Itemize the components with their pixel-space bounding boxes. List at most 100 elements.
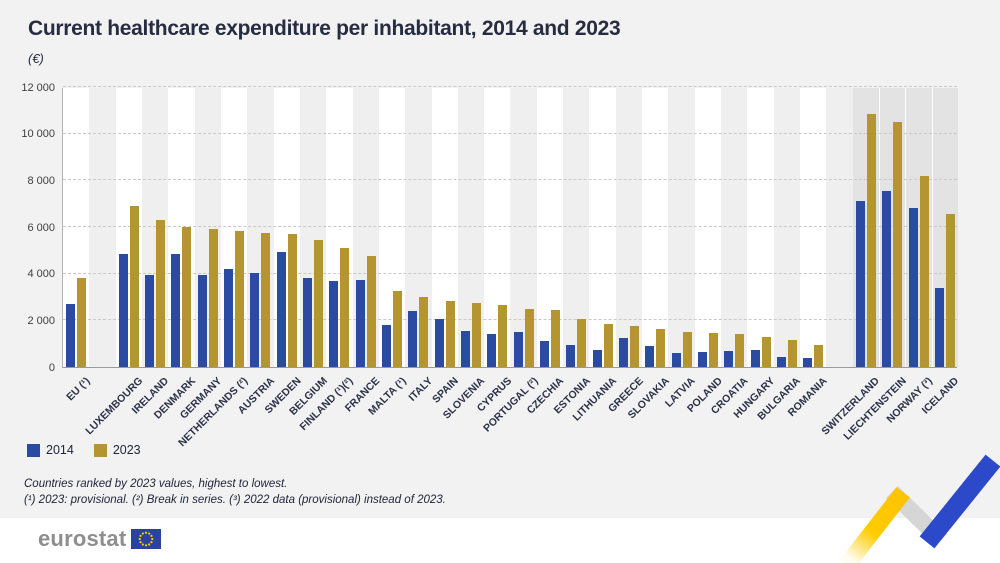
eu-flag-star xyxy=(142,543,145,546)
eu-flag-star xyxy=(145,544,148,547)
column-band xyxy=(747,88,774,367)
eu-flag-star xyxy=(150,541,153,544)
unit-label: (€) xyxy=(28,51,44,66)
footnote-ranking: Countries ranked by 2023 values, highest… xyxy=(24,478,288,490)
bar-2014-slovenia xyxy=(461,330,470,367)
ribbon-blue-segment xyxy=(919,454,1000,549)
column-band xyxy=(826,88,853,367)
gridline xyxy=(63,179,957,181)
bar-2014-switzerland xyxy=(855,201,865,367)
column-band xyxy=(721,88,748,367)
eu-flag-star xyxy=(139,534,143,537)
bar-2023-portugal xyxy=(524,308,534,367)
column-band xyxy=(615,88,643,367)
x-axis-label: EU (¹) xyxy=(64,375,93,404)
column-band xyxy=(642,88,669,367)
bar-2014-norway xyxy=(908,208,918,367)
bar-2023-poland xyxy=(708,333,718,367)
footnotes: Countries ranked by 2023 values, highest… xyxy=(24,476,446,508)
eu-flag-star xyxy=(148,543,151,546)
bar-2023-iceland xyxy=(945,214,955,367)
gridline xyxy=(63,226,957,227)
footer-bar xyxy=(0,518,1000,563)
eu-flag-star xyxy=(150,534,153,537)
bar-2023-estonia xyxy=(577,319,587,367)
bar-2023-croatia xyxy=(735,334,745,367)
gridline xyxy=(63,86,957,87)
bar-2023-denmark xyxy=(182,227,192,367)
x-axis-label: ITALY xyxy=(406,375,435,404)
y-axis-label: 8 000 xyxy=(27,174,55,187)
bar-2014-poland xyxy=(697,351,707,367)
bar-2023-latvia xyxy=(682,332,692,367)
legend-label: 2014 xyxy=(46,443,74,457)
bar-2014-slovakia xyxy=(645,346,655,367)
bar-2014-latvia xyxy=(671,353,681,367)
gridline xyxy=(63,319,957,321)
bar-2014-romania xyxy=(803,358,813,367)
y-axis-label: 4 000 xyxy=(27,268,55,281)
bar-2023-france xyxy=(366,256,376,367)
bar-2023-finland xyxy=(340,248,350,367)
eu-flag-star xyxy=(139,537,142,541)
bar-2014-austria xyxy=(250,272,260,367)
legend-label: 2023 xyxy=(112,443,141,457)
legend-item-2023: 2023 xyxy=(93,443,141,457)
y-axis-label: 10 000 xyxy=(21,128,55,141)
bar-2023-slovakia xyxy=(656,328,666,367)
eurostat-logo: eurostat xyxy=(38,526,162,552)
bar-2014-cyprus xyxy=(487,334,497,367)
bar-2023-romania xyxy=(814,344,824,367)
bar-2014-spain xyxy=(434,319,444,367)
legend: 2014 2023 xyxy=(27,443,141,457)
bar-2023-malta xyxy=(393,291,403,367)
bar-2014-malta xyxy=(382,325,392,367)
ribbon-yellow-segment xyxy=(840,487,910,563)
legend-item-2014: 2014 xyxy=(27,443,74,457)
bar-2023-lithuania xyxy=(603,323,613,367)
gridline xyxy=(63,132,957,134)
bar-2023-hungary xyxy=(761,336,771,367)
bar-2014-netherlands xyxy=(224,269,234,367)
legend-swatch-2023 xyxy=(93,443,107,457)
column-band xyxy=(800,88,827,367)
bar-2023-liechtenstein xyxy=(893,122,903,367)
bar-2023-austria xyxy=(261,232,271,367)
bar-2023-switzerland xyxy=(866,113,876,367)
bar-2023-germany xyxy=(208,229,218,367)
column-band xyxy=(694,88,722,367)
bar-2023-slovenia xyxy=(472,302,481,367)
bar-2014-bulgaria xyxy=(776,356,786,367)
page-title: Current healthcare expenditure per inhab… xyxy=(28,17,621,40)
bar-2014-germany xyxy=(197,274,207,367)
bar-2014-liechtenstein xyxy=(882,190,892,367)
bar-2014-iceland xyxy=(934,287,944,367)
bar-2023-sweden xyxy=(287,234,297,367)
bar-2023-norway xyxy=(919,175,929,367)
bar-2014-eu xyxy=(66,304,76,367)
bar-2023-netherlands xyxy=(235,230,245,367)
y-axis-label: 6 000 xyxy=(27,221,55,234)
y-axis-label: 12 000 xyxy=(21,81,55,94)
bar-2023-ireland xyxy=(156,220,166,367)
bar-2023-czechia xyxy=(550,309,560,367)
bar-2023-italy xyxy=(419,297,429,367)
gridline xyxy=(63,272,957,274)
column-band xyxy=(89,88,116,367)
bar-2014-greece xyxy=(618,337,628,367)
eu-flag-icon xyxy=(131,529,162,549)
eu-flag-star xyxy=(139,541,143,544)
bar-2014-czechia xyxy=(539,341,549,367)
eu-flag-star xyxy=(148,532,151,535)
bar-2014-lithuania xyxy=(592,349,602,367)
bar-2023-bulgaria xyxy=(787,340,797,367)
bar-2023-belgium xyxy=(314,239,324,367)
bar-2014-croatia xyxy=(724,350,734,367)
bar-2023-cyprus xyxy=(498,305,508,367)
bar-2014-ireland xyxy=(145,274,155,367)
bar-2023-eu xyxy=(77,278,87,367)
plot-area xyxy=(62,86,958,368)
bar-2014-denmark xyxy=(171,253,181,367)
bar-2014-portugal xyxy=(513,332,523,367)
